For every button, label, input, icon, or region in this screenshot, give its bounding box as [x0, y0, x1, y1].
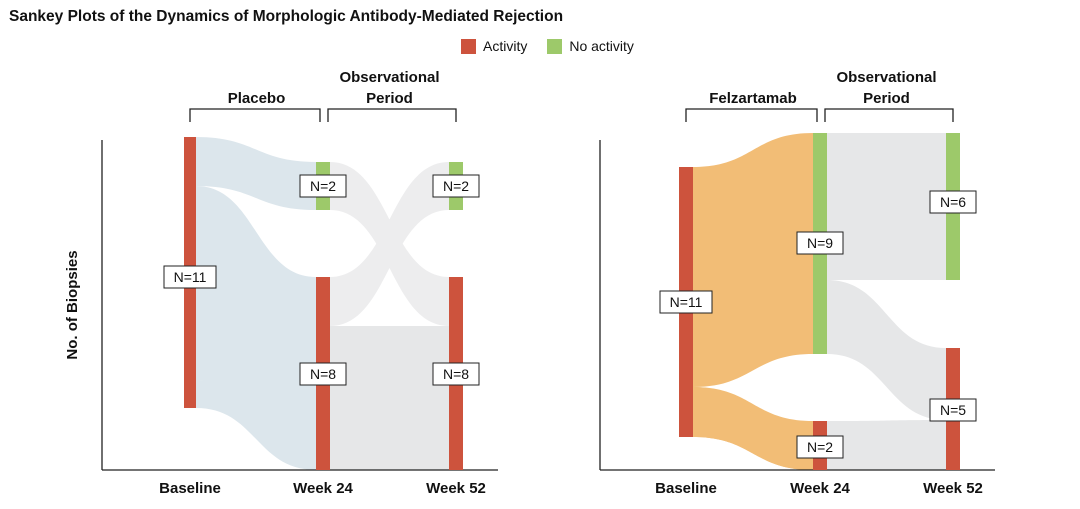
panel-2-node-label-week-24-activity: N=2 [807, 439, 833, 455]
panel-1-node-label-week-24-activity-box [299, 362, 347, 386]
panel-2-flow-baseline-to-w24-no-activity [693, 133, 813, 387]
panel-2-period-label-line-1: Observational [836, 69, 936, 86]
panel-1-group-bracket [189, 108, 321, 122]
panel-2-node-label-baseline-activity-box [659, 290, 713, 314]
panel-1-flow-baseline-to-w24-activity-a [196, 186, 316, 470]
panel-2-x-tick-week-24: Week 24 [790, 480, 850, 497]
panel-1-x-tick-week-52: Week 52 [426, 480, 486, 497]
panel-1-node-label-week-24-no-activity: N=2 [310, 178, 336, 194]
panel-2-flow-w24-no-activity-to-w52-no-activity [827, 133, 946, 280]
panel-2-node-label-week-24-no-activity: N=9 [807, 235, 833, 251]
panel-2-node-label-baseline-activity: N=11 [670, 294, 703, 310]
legend-item-activity: Activity [461, 38, 527, 54]
panel-1-group-label: Placebo [228, 90, 286, 107]
legend-label-no-activity: No activity [569, 38, 634, 54]
panel-1-node-label-week-24-no-activity-box [299, 174, 347, 198]
panel-1-flow-baseline-to-w24-no-activity [196, 137, 316, 210]
panel-1-flow-baseline-to-w24-activity-b [196, 380, 316, 470]
panel-2-node-label-week-52-no-activity-box [929, 190, 977, 214]
panel-1-x-tick-baseline: Baseline [159, 480, 221, 497]
panel-2-period-label-line-2: Period [863, 90, 910, 107]
panel-1-node-label-week-24-activity: N=8 [310, 366, 336, 382]
legend-swatch-no-activity [547, 38, 563, 54]
legend-swatch-activity [461, 38, 476, 54]
panel-2-group-bracket [685, 108, 818, 122]
panel-1-flow-w24-activity-to-w52-activity [330, 326, 449, 470]
panel-1-node-label-week-52-activity-box [432, 362, 480, 386]
panel-1-node-label-week-52-no-activity-box [432, 174, 480, 198]
panel-1-node-label-week-52-activity: N=8 [443, 366, 469, 382]
panel-2-flow-w24-no-activity-to-w52-activity [827, 280, 946, 420]
panel-2-node-label-week-24-activity-box [796, 435, 844, 459]
panel-2-node-label-week-52-activity-box [929, 398, 977, 422]
panel-1-node-label-baseline-activity: N=11 [174, 269, 207, 285]
panel-1-x-tick-week-24: Week 24 [293, 480, 353, 497]
panel-1-period-label-line-1: Observational [339, 69, 439, 86]
panel-2-node-label-week-24-no-activity-box [796, 231, 844, 255]
panel-2-x-tick-baseline: Baseline [655, 480, 717, 497]
panel-2-flow-w24-activity-to-w52-activity [827, 420, 946, 470]
legend-label-activity: Activity [483, 38, 528, 54]
panel-2-x-tick-week-52: Week 52 [923, 480, 983, 497]
panel-1-period-bracket [327, 108, 457, 122]
panel-2-period-bracket [824, 108, 954, 122]
panel-2-flow-baseline-to-w24-activity-b [693, 387, 813, 470]
panel-1-period-label-line-2: Period [366, 90, 413, 107]
panel-2-group-label: Felzartamab [709, 90, 797, 107]
y-axis-label: No. of Biopsies [64, 250, 81, 359]
panel-1-flow-w24-no-activity-to-w52-activity [330, 162, 449, 326]
panel-1-node-label-baseline-activity-box [163, 265, 217, 289]
legend-item-no-activity: No activity [547, 38, 634, 54]
panel-2-node-label-week-52-activity: N=5 [940, 402, 966, 418]
panel-1-node-label-week-52-no-activity: N=2 [443, 178, 469, 194]
chart-title: Sankey Plots of the Dynamics of Morpholo… [9, 8, 564, 25]
panel-2-node-label-week-52-no-activity: N=6 [940, 194, 966, 210]
legend: Activity No activity [461, 38, 654, 54]
